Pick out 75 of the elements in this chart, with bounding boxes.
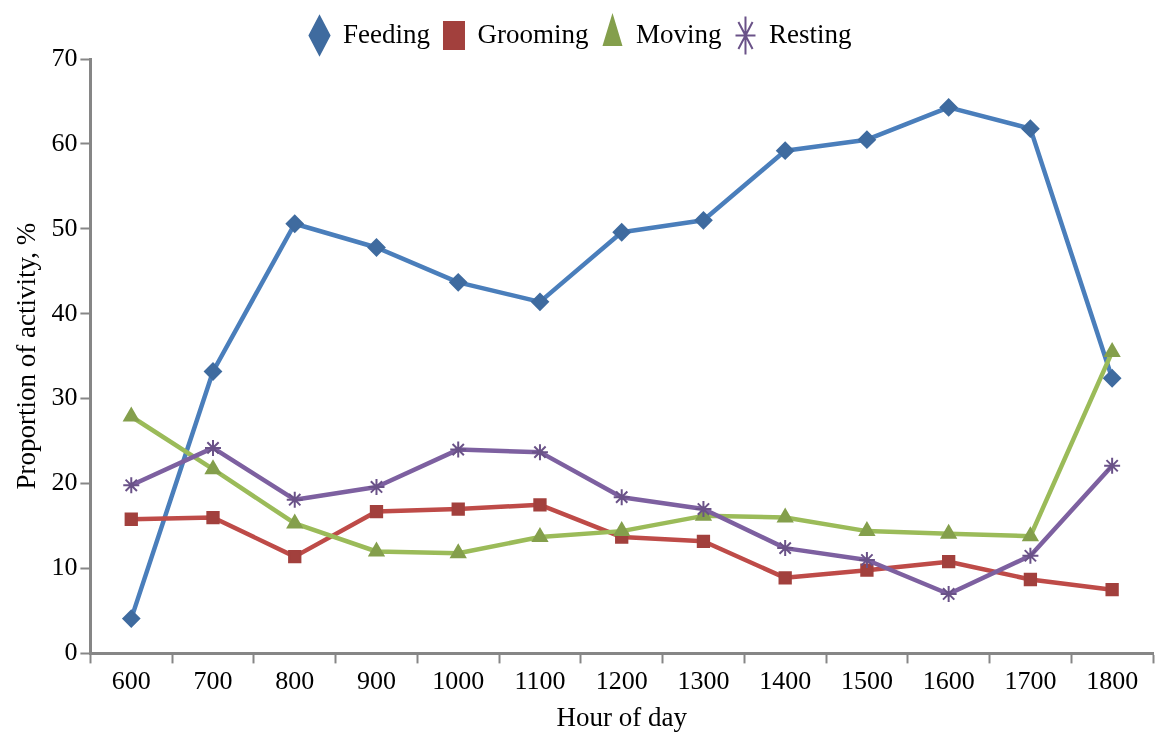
point: [1103, 456, 1122, 475]
point: [612, 223, 631, 242]
x-tick-label: 1800: [1086, 665, 1139, 695]
y-tick-label: 40: [51, 297, 78, 327]
y-tick-label: 50: [51, 212, 78, 242]
x-tick-label: 1100: [514, 665, 566, 695]
point: [368, 542, 385, 557]
point: [1022, 527, 1039, 542]
x-tick-label: 1700: [1004, 665, 1057, 695]
point: [777, 508, 794, 523]
point: [204, 438, 223, 457]
legend-label: Grooming: [477, 18, 589, 49]
point: [530, 443, 549, 462]
point: [285, 490, 304, 509]
point: [1021, 546, 1040, 565]
point: [451, 502, 465, 516]
point: [533, 498, 547, 512]
x-tick-label: 800: [275, 665, 315, 695]
x-tick-label: 1000: [432, 665, 485, 695]
point: [530, 292, 549, 311]
y-tick-label: 0: [64, 637, 78, 667]
point: [939, 98, 958, 117]
point: [942, 555, 956, 569]
point: [778, 571, 792, 585]
point: [694, 211, 713, 230]
point: [696, 534, 711, 548]
x-tick-label: 700: [193, 665, 233, 695]
point: [122, 476, 141, 495]
point: [206, 510, 220, 525]
point: [369, 504, 384, 519]
x-tick-label: 1300: [677, 665, 730, 695]
y-tick-label: 70: [51, 42, 78, 72]
y-tick-label: 60: [51, 127, 78, 157]
x-tick-label: 600: [111, 665, 151, 695]
point: [857, 130, 876, 149]
point: [124, 512, 138, 526]
point: [940, 524, 957, 539]
point: [857, 550, 876, 569]
point: [858, 522, 875, 537]
point: [776, 539, 795, 558]
point: [1021, 119, 1040, 138]
point: [612, 488, 631, 507]
point: [204, 362, 223, 381]
x-tick-label: 1500: [840, 665, 893, 695]
point: [939, 584, 958, 603]
point: [205, 460, 221, 475]
point: [288, 549, 302, 564]
legend-label: Feeding: [343, 18, 431, 49]
x-tick-label: 1400: [759, 665, 812, 695]
point: [285, 214, 304, 233]
x-axis-title: Hour of day: [556, 701, 688, 732]
point: [1023, 572, 1038, 587]
point: [367, 238, 386, 257]
point: [449, 440, 468, 459]
point: [694, 500, 713, 519]
x-tick-label: 1200: [595, 665, 648, 695]
point: [367, 477, 386, 496]
y-tick-label: 30: [51, 382, 78, 412]
point: [286, 514, 303, 529]
point: [122, 609, 141, 628]
point: [1105, 583, 1119, 597]
y-axis-title: Proportion of activity, %: [11, 222, 42, 490]
legend-label: Resting: [768, 18, 852, 49]
legend-label: Moving: [635, 18, 722, 49]
point: [123, 407, 140, 422]
point: [450, 544, 467, 559]
point: [449, 273, 468, 292]
point: [532, 528, 548, 543]
point: [776, 141, 795, 160]
point: [613, 522, 630, 537]
point: [1103, 369, 1122, 388]
x-tick-label: 1600: [922, 665, 975, 695]
x-tick-label: 900: [356, 665, 396, 695]
y-tick-label: 10: [51, 552, 78, 582]
y-tick-label: 20: [51, 467, 78, 497]
